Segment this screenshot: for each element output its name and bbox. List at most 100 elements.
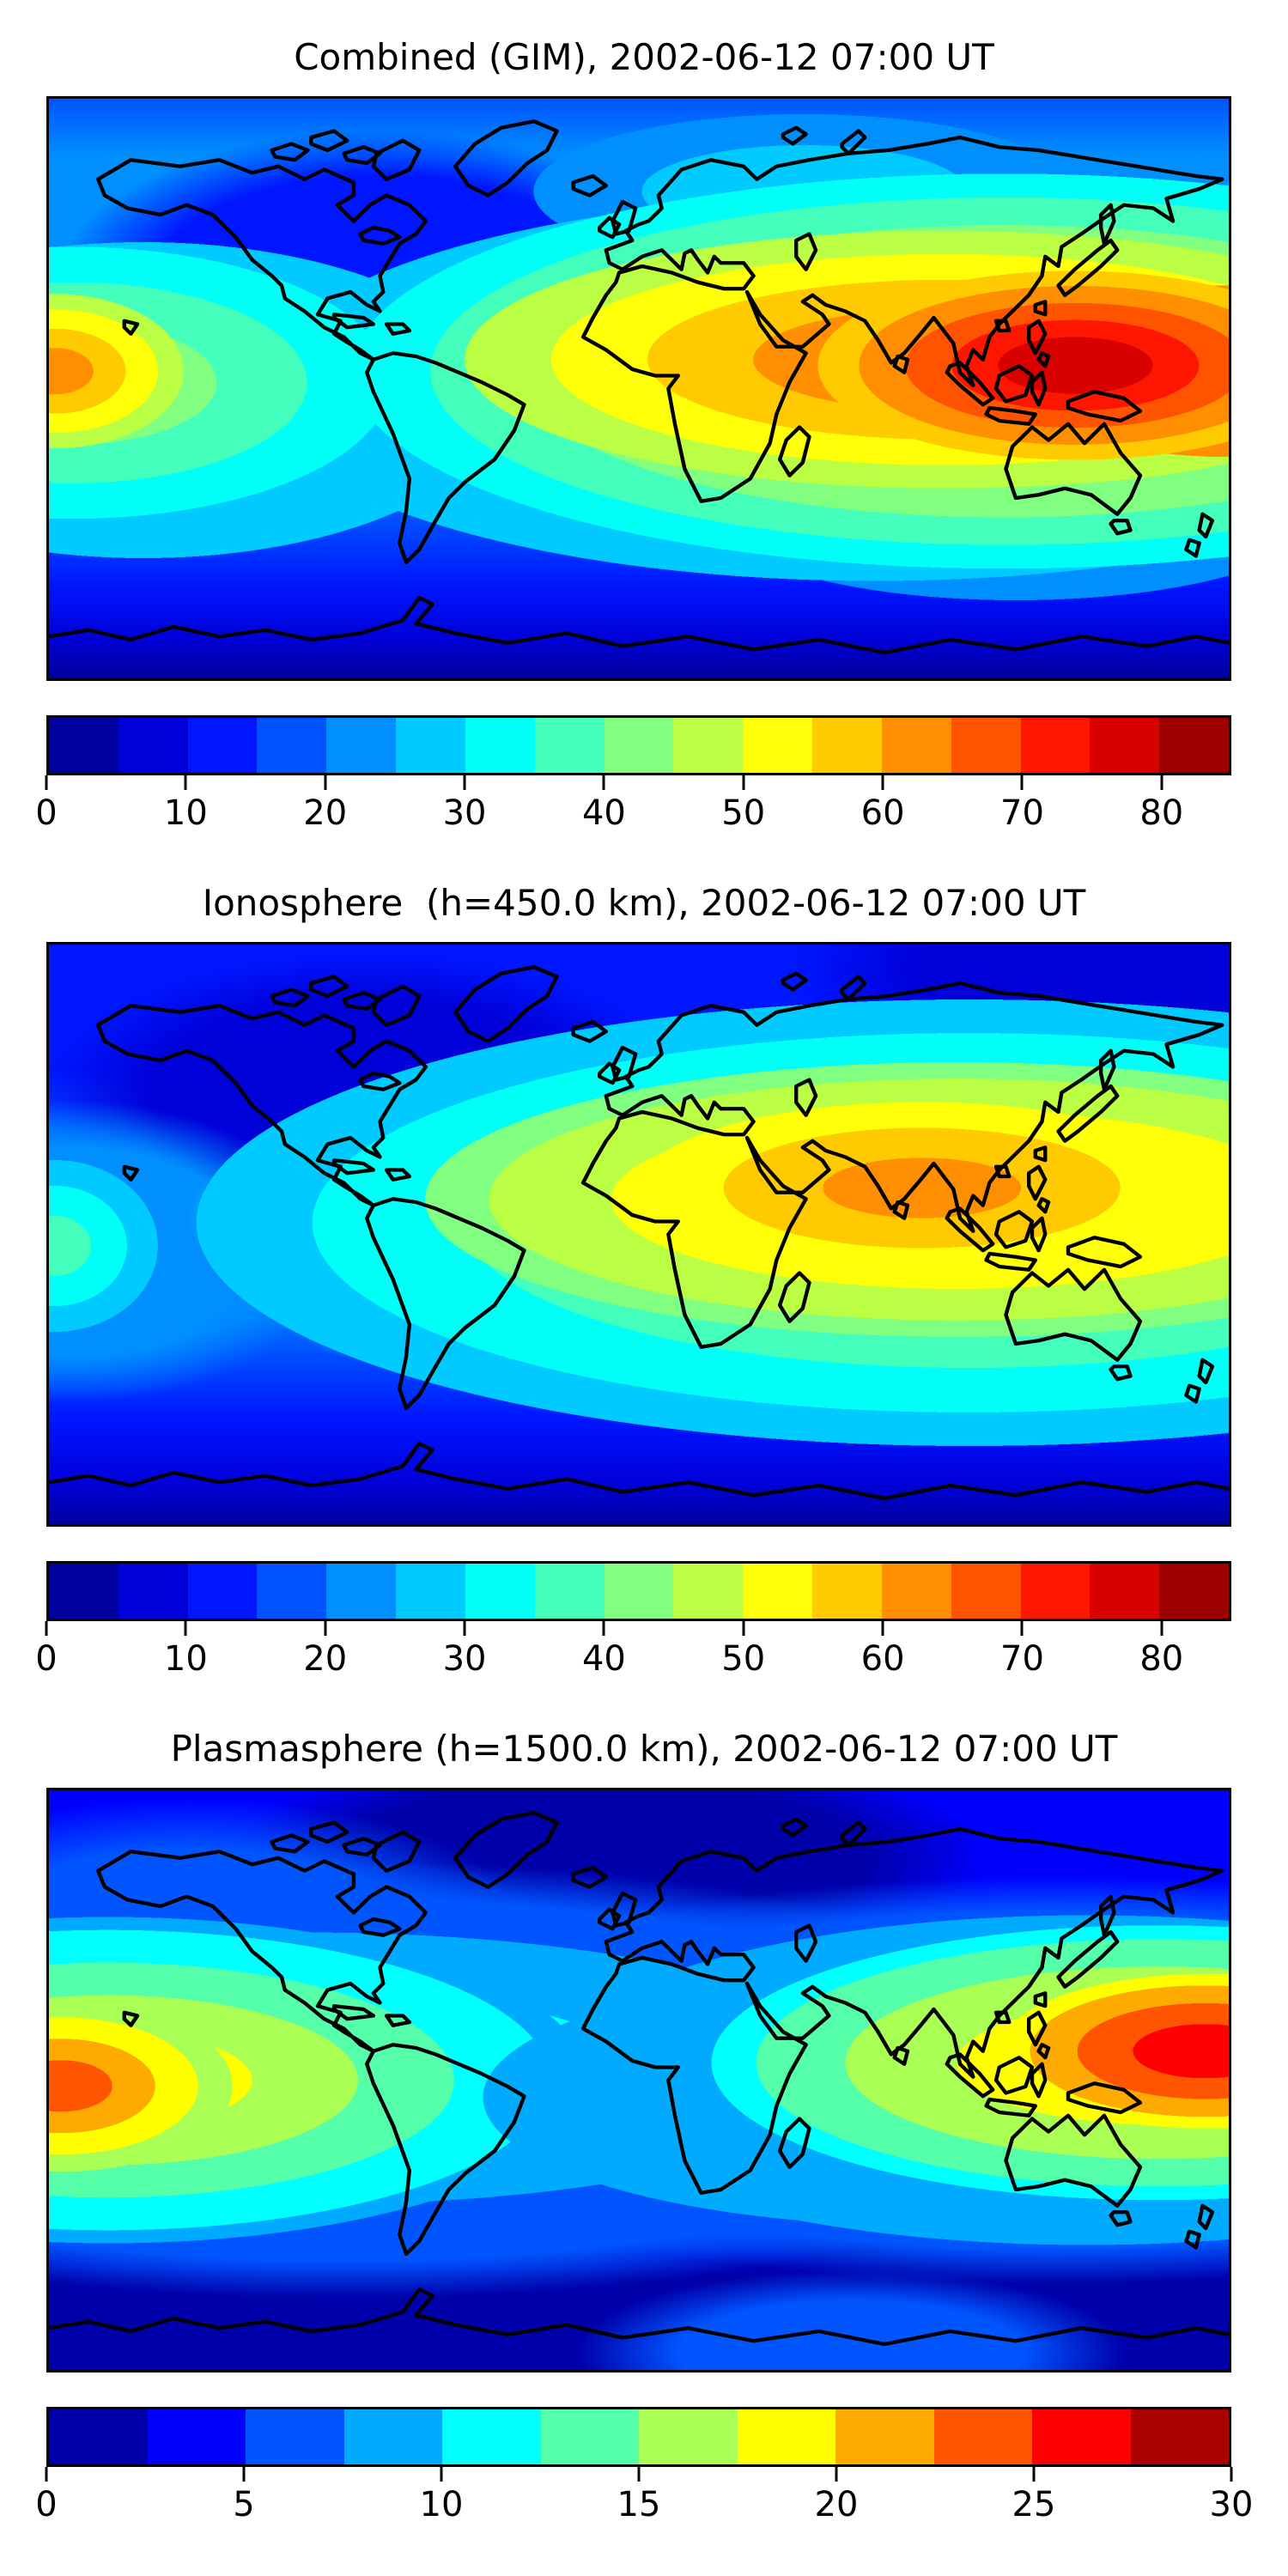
coastlines-icon <box>49 99 1229 678</box>
colorbar-tick-label: 60 <box>860 793 905 833</box>
colorbar-tick-label: 0 <box>35 1639 58 1679</box>
colorbar-tick-mark <box>742 775 745 790</box>
colorbar-segment <box>465 1564 535 1619</box>
colorbar-segment <box>743 1564 813 1619</box>
colorbar-tick-mark <box>1032 2467 1036 2482</box>
colorbar-tick-label: 0 <box>35 793 58 833</box>
colorbar-tick-label: 30 <box>442 793 487 833</box>
colorbar-segment <box>187 1564 258 1619</box>
colorbar-tick-mark <box>324 775 327 790</box>
colorbar-segment <box>246 2409 344 2464</box>
coastlines-icon <box>49 1790 1229 2370</box>
colorbar-tick-mark <box>242 2467 246 2482</box>
colorbar-tick-label: 25 <box>1012 2485 1056 2524</box>
colorbar-segment <box>933 2409 1032 2464</box>
colorbar-segment <box>396 718 465 773</box>
colorbar-segment <box>534 1564 605 1619</box>
colorbar-segment <box>951 718 1021 773</box>
colorbar-tick-mark <box>835 2467 838 2482</box>
panel-combined: Combined (GIM), 2002-06-12 07:00 UT 0 10 2… <box>0 0 1288 846</box>
colorbar-segment <box>604 718 674 773</box>
colorbar-tick-label: 30 <box>442 1639 487 1679</box>
colorbar-segments <box>49 1564 1230 1619</box>
colorbar-segment <box>673 718 744 773</box>
colorbar-segment <box>118 1564 188 1619</box>
map-combined <box>46 96 1231 681</box>
colorbar-segments <box>49 2409 1229 2464</box>
colorbar-segment <box>1020 1564 1091 1619</box>
colorbar-segment <box>49 2409 148 2464</box>
colorbar-tick-mark <box>1160 1621 1163 1636</box>
colorbar-tick-mark <box>45 1621 48 1636</box>
colorbar-segment <box>1090 1564 1160 1619</box>
colorbar-tick-label: 30 <box>1209 2485 1254 2524</box>
colorbar-segments <box>49 718 1230 773</box>
colorbar-tick-label: 5 <box>233 2485 255 2524</box>
colorbar-segment <box>1130 2409 1229 2464</box>
colorbar-segment <box>326 1564 397 1619</box>
panel-plasmasphere-title: Plasmasphere (h=1500.0 km), 2002-06-12 0… <box>170 1728 1118 1770</box>
colorbar-segment <box>396 1564 465 1619</box>
colorbar-segment <box>812 1564 882 1619</box>
colorbar-segment <box>49 1564 118 1619</box>
colorbar-tick-label: 50 <box>721 793 766 833</box>
coastlines-icon <box>49 945 1229 1524</box>
panel-ionosphere-title-row: Ionosphere (h=450.0 km), 2002-06-12 07:0… <box>0 846 1288 942</box>
colorbar-tick-mark <box>1020 775 1024 790</box>
colorbar-segment <box>49 718 118 773</box>
colorbar-segment <box>257 718 327 773</box>
colorbar-segment <box>1090 718 1160 773</box>
colorbar-tick-mark <box>324 1621 327 1636</box>
colorbar-segment <box>881 1564 951 1619</box>
panel-plasmasphere: Plasmasphere (h=1500.0 km), 2002-06-12 0… <box>0 1692 1288 2537</box>
colorbar-tick-label: 40 <box>581 1639 626 1679</box>
colorbar-ticks-plasmasphere: 0 5 10 15 20 25 30 <box>35 2467 1253 2537</box>
colorbar-segment <box>835 2409 934 2464</box>
colorbar-tick-label: 80 <box>1139 1639 1184 1679</box>
colorbar-segment <box>604 1564 674 1619</box>
colorbar-segment <box>187 718 258 773</box>
panel-ionosphere: Ionosphere (h=450.0 km), 2002-06-12 07:0… <box>0 846 1288 1692</box>
colorbar-segment <box>534 718 605 773</box>
colorbar-tick-label: 20 <box>303 1639 348 1679</box>
colorbar-segment <box>540 2409 639 2464</box>
colorbar-segment <box>673 1564 744 1619</box>
colorbar-tick-label: 20 <box>303 793 348 833</box>
panel-combined-title: Combined (GIM), 2002-06-12 07:00 UT <box>294 36 994 78</box>
colorbar-tick-mark <box>463 1621 466 1636</box>
colorbar-segment <box>951 1564 1021 1619</box>
colorbar-tick-label: 40 <box>581 793 626 833</box>
colorbar-tick-mark <box>742 1621 745 1636</box>
colorbar-tick-label: 10 <box>163 793 208 833</box>
colorbar-tick-mark <box>1160 775 1163 790</box>
panel-plasmasphere-title-row: Plasmasphere (h=1500.0 km), 2002-06-12 0… <box>0 1692 1288 1788</box>
colorbar-plasmasphere <box>46 2407 1231 2467</box>
colorbar-tick-mark <box>463 775 466 790</box>
colorbar-tick-mark <box>45 2467 48 2482</box>
colorbar-tick-label: 0 <box>35 2485 58 2524</box>
colorbar-ticks-ionosphere: 0 10 20 30 40 50 60 70 80 <box>35 1621 1231 1692</box>
map-ionosphere <box>46 942 1231 1527</box>
colorbar-segment <box>465 718 535 773</box>
colorbar-segment <box>326 718 397 773</box>
colorbar-tick-mark <box>184 775 187 790</box>
colorbar-ionosphere <box>46 1561 1231 1621</box>
colorbar-segment <box>1020 718 1091 773</box>
colorbar-tick-mark <box>1020 1621 1024 1636</box>
colorbar-segment <box>881 718 951 773</box>
colorbar-tick-mark <box>602 1621 605 1636</box>
colorbar-tick-mark <box>440 2467 443 2482</box>
colorbar-tick-label: 15 <box>617 2485 661 2524</box>
colorbar-ticks-combined: 0 10 20 30 40 50 60 70 80 <box>35 775 1231 846</box>
colorbar-segment <box>737 2409 835 2464</box>
colorbar-tick-label: 70 <box>1000 1639 1044 1679</box>
colorbar-segment <box>812 718 882 773</box>
colorbar-tick-label: 10 <box>163 1639 208 1679</box>
panel-ionosphere-title: Ionosphere (h=450.0 km), 2002-06-12 07:0… <box>202 882 1086 924</box>
colorbar-segment <box>639 2409 738 2464</box>
colorbar-tick-label: 70 <box>1000 793 1044 833</box>
colorbar-tick-mark <box>637 2467 641 2482</box>
colorbar-segment <box>147 2409 246 2464</box>
colorbar-segment <box>257 1564 327 1619</box>
